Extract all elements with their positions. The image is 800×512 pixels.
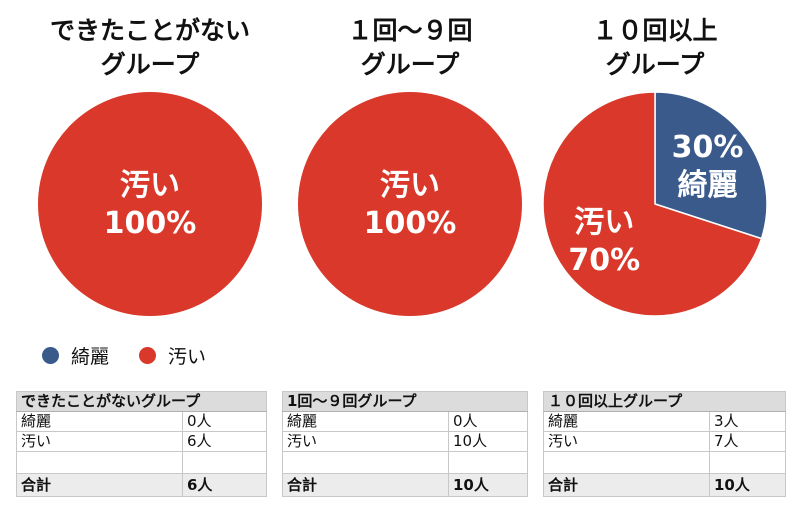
- pie-slice-label-line: 汚い: [574, 205, 634, 240]
- pie-slice-clean: [654, 91, 768, 240]
- table-cell-value: 10人: [447, 431, 529, 452]
- pie-slice-label: 汚い 100%: [104, 168, 197, 241]
- table-total-value: 10人: [708, 473, 787, 497]
- table-cell-label: 汚い: [543, 431, 710, 452]
- table-cell-empty: [282, 451, 449, 474]
- chart-title: １回〜９回 グループ: [285, 14, 535, 82]
- chart-title-line-1: １０回以上: [592, 16, 718, 45]
- data-table-1-9: 1回〜９回グループ 綺麗 0人 汚い 10人 合計 10人: [281, 391, 529, 497]
- pie-slice-label-line: 綺麗: [678, 168, 738, 203]
- table-total-value: 6人: [181, 473, 268, 497]
- table-total-row: 合計 6人: [16, 473, 268, 497]
- pie-slice-label-line: 100%: [104, 206, 197, 241]
- data-table-10plus: １０回以上グループ 綺麗 3人 汚い 7人 合計 10人: [542, 391, 787, 497]
- pie-slice-label-line: 70%: [568, 243, 640, 278]
- legend-label-clean: 綺麗: [71, 345, 110, 368]
- table-cell-empty: [16, 451, 183, 474]
- chart-title: １０回以上 グループ: [530, 14, 780, 82]
- pie-slice-label-line: 30%: [672, 130, 744, 165]
- chart-title: できたことがない グループ: [25, 14, 275, 82]
- table-cell-label: 綺麗: [282, 411, 449, 432]
- table-row: 汚い 10人: [282, 431, 529, 452]
- chart-title-line-2: グループ: [605, 50, 705, 79]
- table-row: 綺麗 0人: [282, 411, 529, 432]
- pie-slice-dirty: [542, 91, 763, 317]
- table-row: 汚い 6人: [16, 431, 268, 452]
- table-total-row: 合計 10人: [282, 473, 529, 497]
- chart-title-line-1: できたことがない: [49, 16, 250, 45]
- pie-chart-10plus: 綺麗30% 汚い 70%: [542, 91, 768, 317]
- table-total-label: 合計: [282, 473, 449, 497]
- table-cell-value: 7人: [708, 431, 787, 452]
- table-total-label: 合計: [16, 473, 183, 497]
- pie-slice-dirty: [298, 92, 522, 316]
- table-cell-value: 3人: [708, 411, 787, 432]
- table-header-row: １０回以上グループ: [542, 391, 787, 412]
- table-cell-label: 綺麗: [543, 411, 710, 432]
- pie-chart-never: 汚い 100%: [38, 92, 262, 316]
- table-header: できたことがないグループ: [15, 391, 268, 412]
- table-cell-empty: [708, 451, 787, 474]
- table-header: １０回以上グループ: [542, 391, 787, 412]
- table-cell-value: 6人: [181, 431, 268, 452]
- legend-swatch-dirty: [139, 346, 157, 364]
- chart-title-line-2: グループ: [360, 50, 460, 79]
- legend-label-dirty: 汚い: [168, 345, 207, 368]
- legend-swatch-clean: [42, 346, 59, 364]
- table-total-label: 合計: [543, 473, 710, 497]
- table-cell-empty: [181, 451, 268, 474]
- pie-chart-1-9: 汚い 100%: [298, 92, 522, 316]
- table-header: 1回〜９回グループ: [281, 391, 529, 412]
- pie-slice-label-line: 100%: [364, 206, 457, 241]
- pie-slice-label: 汚い 100%: [364, 168, 457, 241]
- legend-item-clean: 綺麗: [42, 342, 109, 369]
- table-row: 綺麗 0人: [16, 411, 268, 432]
- table-cell-value: 0人: [447, 411, 529, 432]
- table-cell-label: 汚い: [282, 431, 449, 452]
- table-header-row: できたことがないグループ: [15, 391, 268, 412]
- chart-legend: 綺麗 汚い: [42, 340, 236, 370]
- table-row-empty: [282, 451, 529, 474]
- table-cell-empty: [447, 451, 529, 474]
- table-row: 綺麗 3人: [543, 411, 787, 432]
- data-table-never: できたことがないグループ 綺麗 0人 汚い 6人 合計 6人: [15, 391, 268, 497]
- table-row-empty: [16, 451, 268, 474]
- legend-item-dirty: 汚い: [139, 342, 206, 369]
- pie-slice-label: 綺麗30%: [672, 130, 744, 203]
- table-cell-label: 汚い: [16, 431, 183, 452]
- pie-slice-label: 汚い 70%: [568, 205, 640, 278]
- chart-title-line-2: グループ: [100, 50, 200, 79]
- pie-slice-dirty: [38, 92, 262, 316]
- table-header-row: 1回〜９回グループ: [281, 391, 529, 412]
- pie-slice-label-line: 汚い: [380, 168, 440, 203]
- table-total-value: 10人: [447, 473, 529, 497]
- table-cell-empty: [543, 451, 710, 474]
- table-row-empty: [543, 451, 787, 474]
- table-cell-value: 0人: [181, 411, 268, 432]
- table-cell-label: 綺麗: [16, 411, 183, 432]
- chart-title-line-1: １回〜９回: [347, 16, 473, 45]
- pie-slice-label-line: 汚い: [120, 168, 180, 203]
- table-total-row: 合計 10人: [543, 473, 787, 497]
- table-row: 汚い 7人: [543, 431, 787, 452]
